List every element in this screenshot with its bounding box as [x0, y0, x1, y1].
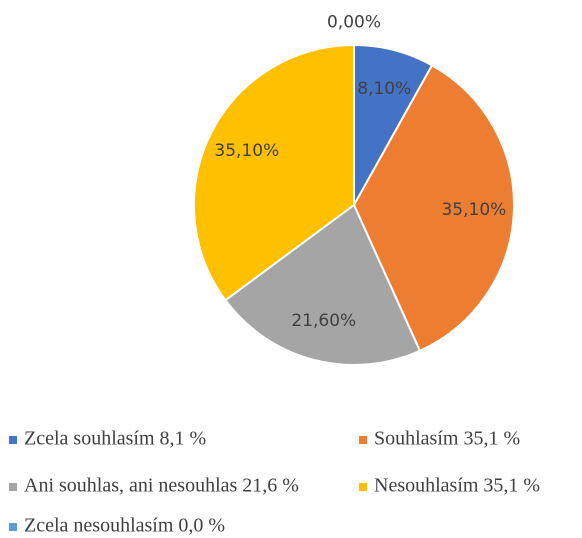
legend-label: Ani souhlas, ani nesouhlas 21,6 % — [24, 475, 299, 497]
value-label: 8,10% — [357, 79, 411, 99]
legend-swatch — [9, 483, 17, 491]
value-label: 21,60% — [291, 311, 356, 331]
value-label: 35,10% — [441, 200, 506, 220]
pie-slice — [352, 63, 515, 353]
value-label: 0,00% — [327, 13, 381, 33]
legend-label: Nesouhlasím 35,1 % — [374, 475, 540, 497]
legend-swatch — [9, 436, 17, 444]
legend-swatch — [359, 483, 367, 491]
legend-label: Zcela nesouhlasím 0,0 % — [24, 515, 225, 537]
pie-slice — [223, 203, 422, 366]
legend-swatch — [359, 436, 367, 444]
legend-label: Souhlasím 35,1 % — [374, 428, 520, 450]
pie-slice — [193, 43, 355, 302]
value-label: 35,10% — [214, 141, 279, 161]
legend-label: Zcela souhlasím 8,1 % — [24, 428, 206, 450]
legend-swatch — [9, 523, 17, 531]
